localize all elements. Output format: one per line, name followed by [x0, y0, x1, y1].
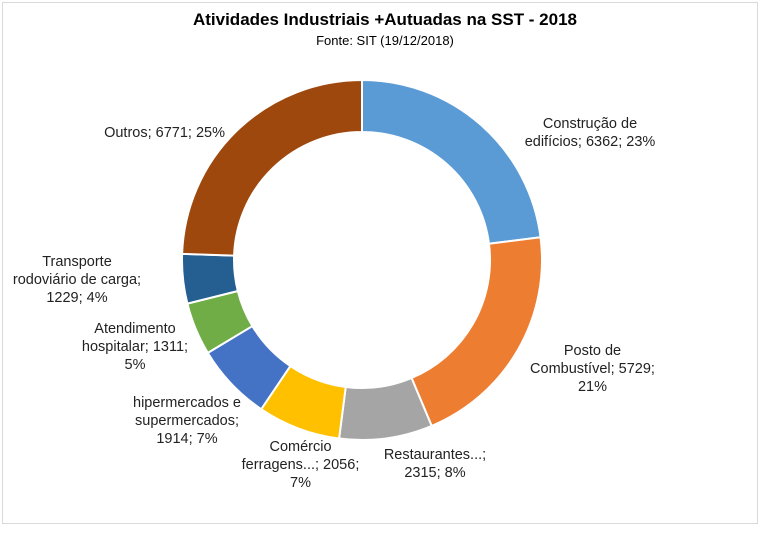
label-line: Outros; 6771; 25%: [104, 125, 225, 141]
label-line: 1229; 4%: [46, 290, 108, 306]
chart-subtitle: Fonte: SIT (19/12/2018): [316, 33, 454, 48]
chart-title: Atividades Industriais +Autuadas na SST …: [192, 10, 578, 29]
label-restaurantes: Restaurantes...; 2315; 8%: [365, 446, 505, 482]
label-outros: Outros; 6771; 25%: [60, 124, 225, 142]
label-hipermercados: hipermercados e supermercados; 1914; 7%: [112, 394, 262, 448]
label-line: 2315; 8%: [404, 465, 466, 481]
label-comercio-ferragens: Comércio ferragens...; 2056; 7%: [228, 438, 373, 492]
label-line: Atendimento: [94, 321, 176, 337]
label-line: Restaurantes...;: [383, 447, 487, 463]
label-line: hipermercados e: [133, 395, 241, 411]
label-line: Comércio: [269, 439, 332, 455]
label-line: supermercados;: [135, 413, 239, 429]
label-line: Posto de: [563, 343, 622, 359]
label-construcao: Construção de edifícios; 6362; 23%: [515, 115, 665, 151]
label-line: 5%: [124, 357, 146, 373]
label-line: hospitalar; 1311;: [81, 339, 189, 355]
label-atendimento-hospitalar: Atendimento hospitalar; 1311; 5%: [65, 320, 205, 374]
slice-outros: [181, 78, 363, 257]
label-line: 7%: [290, 475, 311, 491]
label-transporte: Transporte rodoviário de carga; 1229; 4%: [2, 253, 152, 307]
label-line: 21%: [577, 379, 608, 395]
label-line: Combustível; 5729;: [530, 361, 655, 377]
label-line: rodoviário de carga;: [12, 272, 142, 288]
label-line: ferragens...; 2056;: [241, 457, 360, 473]
label-line: 1914; 7%: [156, 431, 218, 447]
label-posto-combustivel: Posto de Combustível; 5729; 21%: [515, 342, 670, 396]
label-line: Transporte: [42, 254, 112, 270]
label-line: Construção de: [542, 116, 638, 132]
label-line: edifícios; 6362; 23%: [524, 134, 656, 150]
slice-constru-o-de-edif-cios: [361, 78, 542, 245]
slice-posto-de-combust-vel: [410, 236, 543, 428]
